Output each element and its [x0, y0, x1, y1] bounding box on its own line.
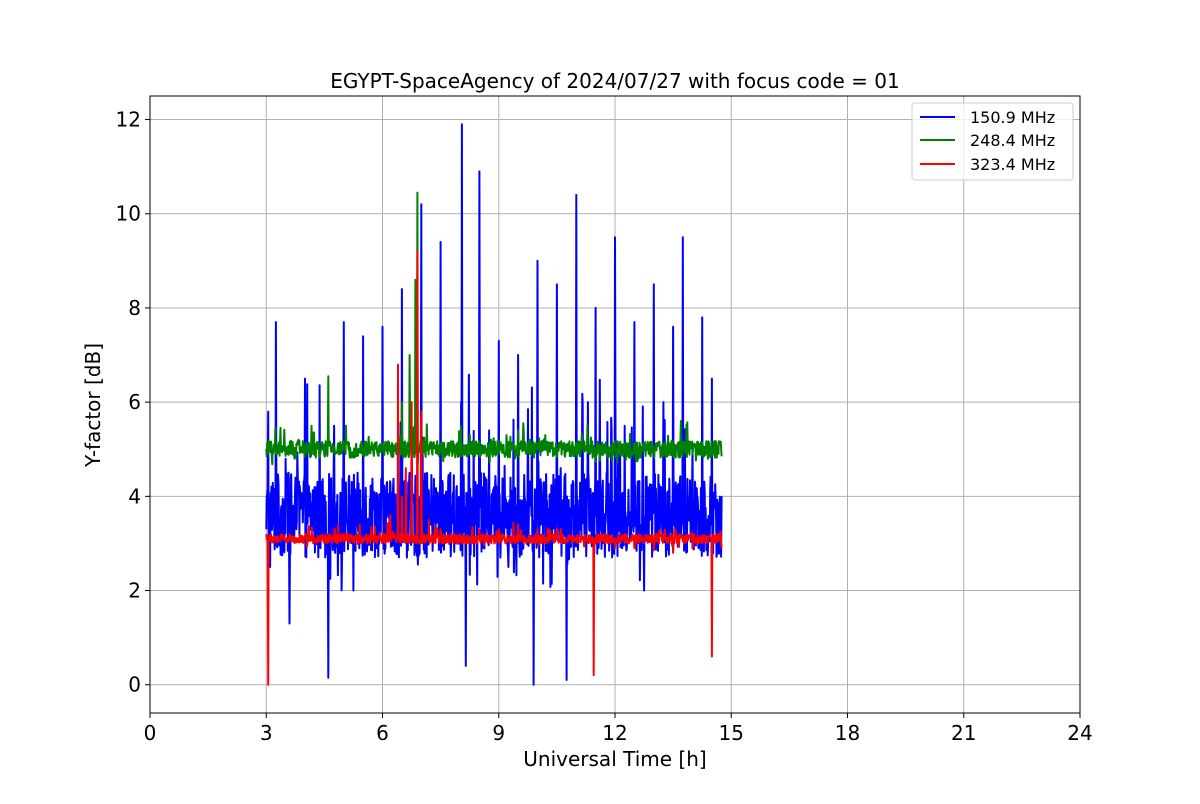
series-line-323-4-mhz	[265, 250, 723, 686]
x-tick-label-18: 18	[835, 721, 860, 745]
y-tick-label-10: 10	[116, 202, 141, 226]
y-axis-label: Y-factor [dB]	[81, 343, 105, 468]
y-tick-label-6: 6	[128, 390, 141, 414]
y-tick-label-12: 12	[116, 108, 141, 132]
y-tick-label-0: 0	[128, 673, 141, 697]
x-tick-label-12: 12	[602, 721, 627, 745]
x-axis-ticks: 0 3 6 9 12 15 18 21 24	[144, 713, 1093, 745]
legend-label-323-4-mhz: 323.4 MHz	[970, 155, 1055, 174]
x-tick-label-24: 24	[1067, 721, 1092, 745]
x-axis-label: Universal Time [h]	[523, 747, 706, 771]
x-tick-label-21: 21	[951, 721, 976, 745]
legend: 150.9 MHz 248.4 MHz 323.4 MHz	[911, 102, 1074, 181]
series-lines	[265, 123, 723, 686]
legend-label-150-9-mhz: 150.9 MHz	[970, 108, 1055, 127]
series-line-248-4-mhz	[265, 191, 723, 466]
y-tick-label-8: 8	[128, 296, 141, 320]
x-tick-label-6: 6	[376, 721, 389, 745]
y-axis-ticks: 0 2 4 6 8 10 12	[116, 108, 150, 697]
chart-title: EGYPT-SpaceAgency of 2024/07/27 with foc…	[330, 69, 899, 93]
x-tick-label-3: 3	[260, 721, 273, 745]
x-tick-label-15: 15	[719, 721, 744, 745]
y-tick-label-2: 2	[128, 579, 141, 603]
legend-label-248-4-mhz: 248.4 MHz	[970, 131, 1055, 150]
y-tick-label-4: 4	[128, 484, 141, 508]
x-tick-label-0: 0	[144, 721, 157, 745]
series-line-150-9-mhz	[265, 123, 723, 686]
legend-box	[911, 102, 1074, 181]
x-tick-label-9: 9	[492, 721, 505, 745]
